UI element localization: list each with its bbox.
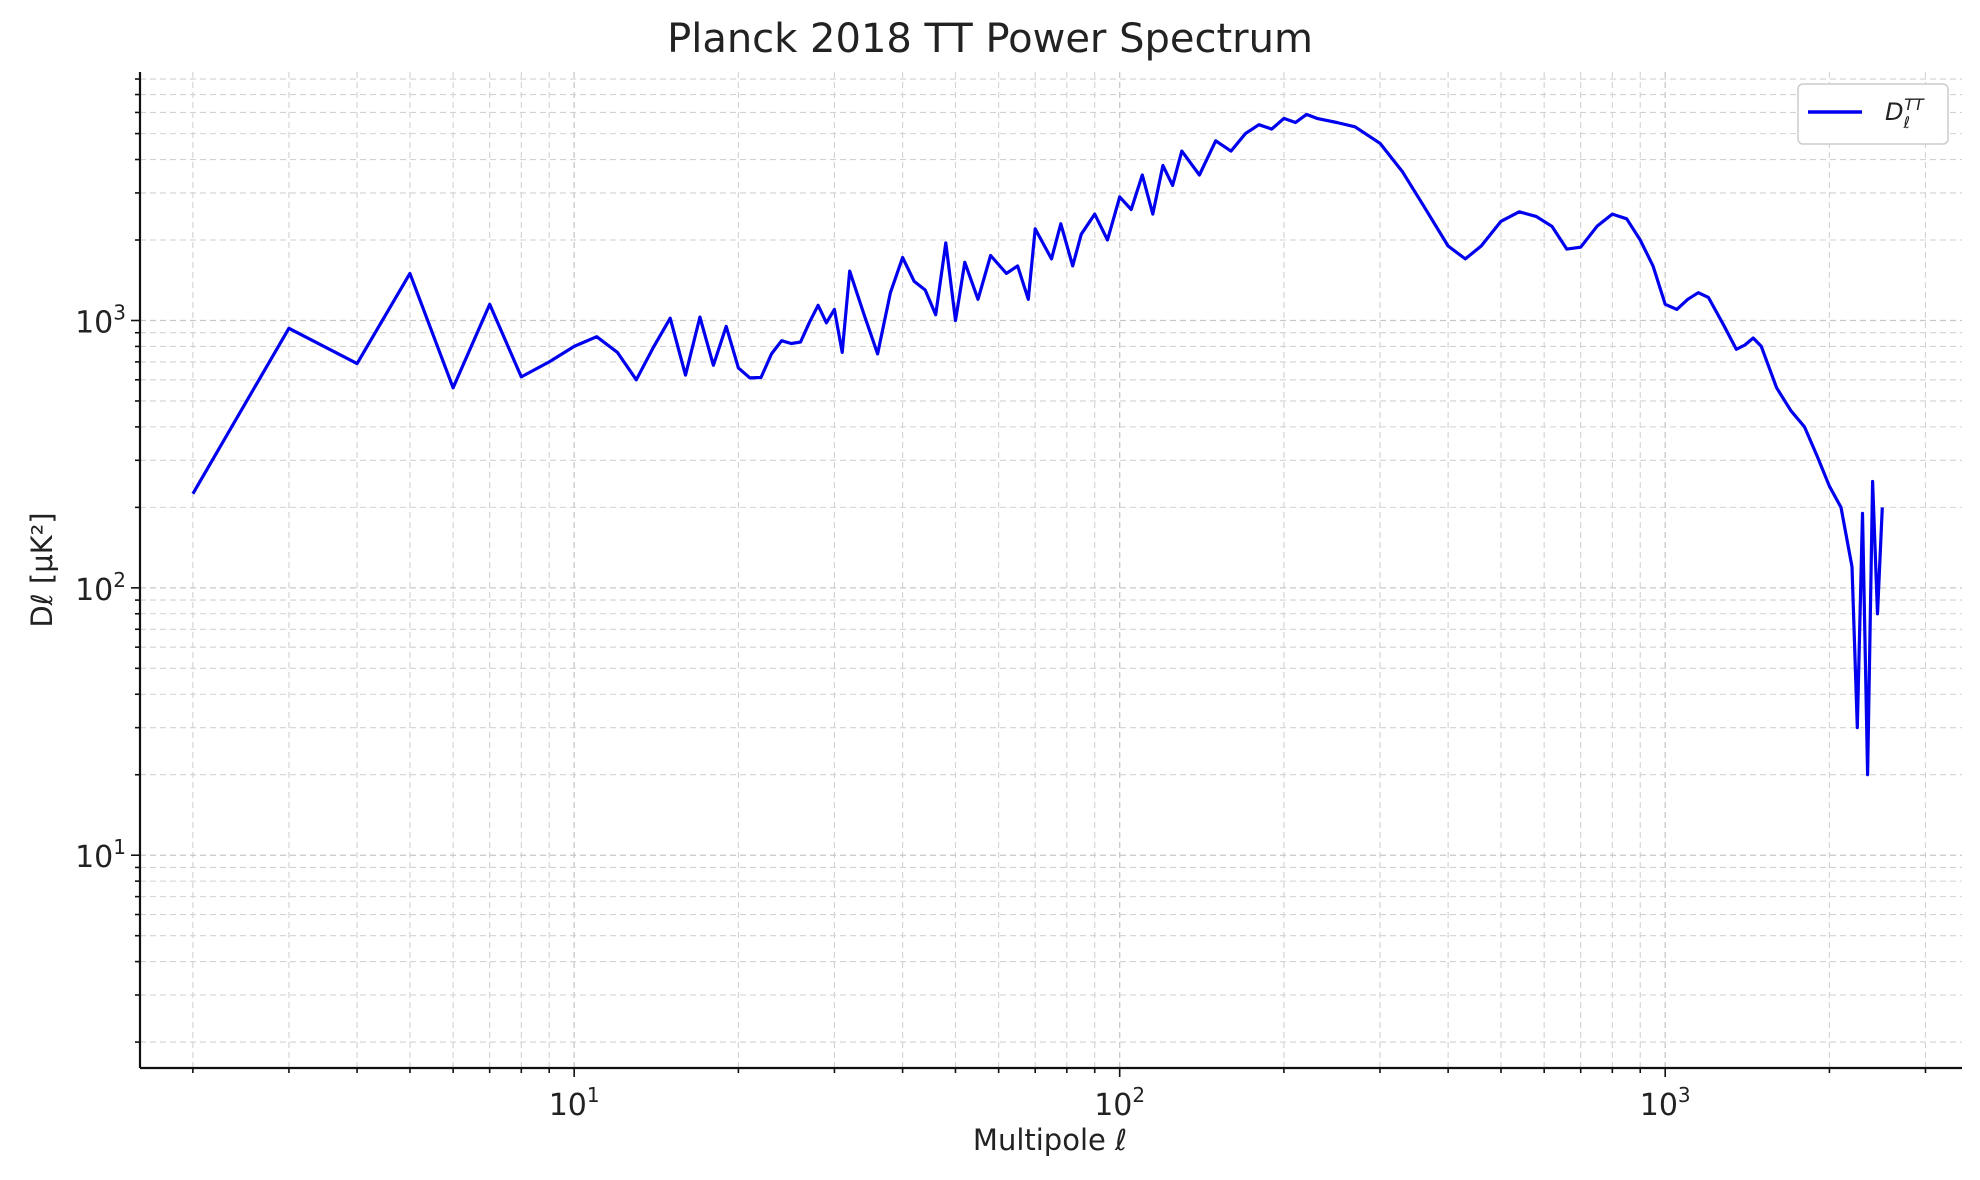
legend: DℓTT bbox=[1797, 83, 1949, 145]
legend-label: DℓTT bbox=[1885, 95, 1925, 132]
chart-title: Planck 2018 TT Power Spectrum bbox=[667, 16, 1313, 62]
legend-box bbox=[1797, 83, 1949, 145]
x-tick-label: 103 bbox=[1640, 1083, 1691, 1123]
series-line-0 bbox=[191, 112, 1884, 777]
x-tick-label: 102 bbox=[1094, 1083, 1145, 1123]
y-tick-label: 102 bbox=[75, 568, 126, 608]
x-tick-label: 101 bbox=[549, 1083, 600, 1123]
y-tick-label: 101 bbox=[75, 835, 126, 875]
axes: 101 102 103 101 102 103 bbox=[75, 72, 1962, 1123]
x-axis-label: Multipole ℓ bbox=[973, 1123, 1127, 1157]
y-axis-label: Dℓ [μK²] bbox=[25, 512, 59, 627]
grid bbox=[140, 72, 1962, 1068]
y-tick-label: 103 bbox=[75, 300, 126, 340]
plot-area bbox=[191, 112, 1884, 777]
